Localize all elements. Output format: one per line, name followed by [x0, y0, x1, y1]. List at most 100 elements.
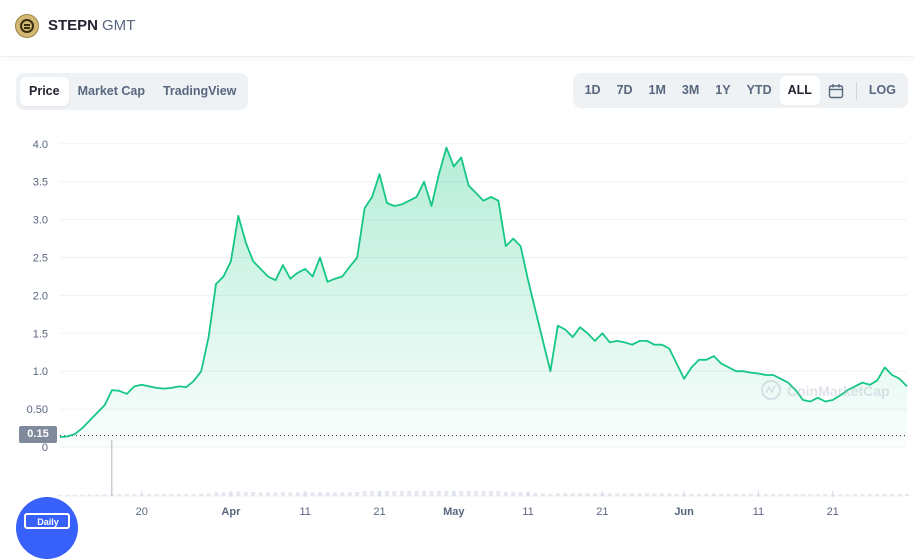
volume-bar: [459, 491, 464, 496]
volume-bar: [214, 492, 219, 496]
volume-bar: [726, 493, 731, 496]
volume-bar: [592, 493, 597, 496]
volume-bar: [325, 492, 330, 496]
volume-bar: [162, 494, 167, 496]
daily-label: Daily: [37, 517, 59, 527]
volume-bar: [674, 493, 679, 496]
y-tick-label: 1.5: [33, 328, 48, 340]
volume-bar: [429, 491, 434, 496]
volume-bar: [199, 493, 204, 496]
range-1y-button[interactable]: 1Y: [715, 83, 731, 97]
x-tick-label: May: [443, 506, 465, 518]
volume-bar: [414, 491, 419, 496]
x-tick-label: 11: [299, 506, 310, 518]
volume-bar: [169, 494, 174, 496]
volume-bar: [741, 493, 746, 496]
volume-bar: [563, 493, 568, 496]
volume-bar: [243, 491, 248, 496]
volume-bar: [347, 492, 352, 496]
range-all-button[interactable]: ALL: [779, 76, 820, 105]
volume-bar: [95, 494, 100, 496]
volume-bar: [637, 493, 642, 496]
volume-bar: [793, 494, 798, 496]
daily-interval-button[interactable]: Daily: [16, 497, 78, 559]
y-tick-label: 0.50: [27, 404, 48, 416]
y-tick-label: 2.0: [33, 290, 48, 302]
volume-bar: [786, 493, 791, 496]
volume-bar: [102, 494, 107, 496]
volume-bars: [58, 440, 909, 497]
volume-bar: [771, 493, 776, 496]
volume-bar: [236, 491, 241, 496]
volume-bar: [622, 493, 627, 496]
volume-bar: [332, 492, 337, 496]
tab-market-cap[interactable]: Market Cap: [77, 84, 145, 98]
volume-bar: [87, 494, 92, 496]
stepn-coin-icon: [15, 14, 39, 38]
volume-bar: [496, 491, 501, 496]
volume-bar: [488, 491, 493, 496]
volume-bar: [763, 493, 768, 496]
calendar-button[interactable]: [820, 76, 852, 105]
y-tick-label: 4.0: [33, 139, 48, 151]
volume-bar: [630, 493, 635, 496]
volume-bar: [860, 493, 865, 496]
range-1m-button[interactable]: 1M: [648, 83, 666, 97]
volume-bar: [540, 493, 545, 496]
volume-bar: [607, 493, 612, 496]
volume-bar: [206, 493, 211, 496]
volume-bar: [65, 494, 70, 496]
range-divider: [855, 81, 857, 100]
x-tick-label: 21: [827, 506, 839, 518]
volume-bar: [852, 494, 857, 496]
volume-bar: [124, 494, 129, 496]
range-1d-button[interactable]: 1D: [584, 83, 601, 97]
volume-bar: [734, 493, 739, 496]
volume-bar: [890, 493, 895, 496]
log-scale-button[interactable]: LOG: [868, 83, 896, 97]
volume-bar: [578, 493, 583, 496]
volume-bar: [808, 494, 813, 496]
range-ytd-button[interactable]: YTD: [746, 83, 772, 97]
x-tick-label: 21: [596, 506, 608, 518]
y-axis: 0 0.50 1.0 1.5 2.0 2.5 3.0 3.5 4.0: [27, 139, 48, 454]
volume-bar: [800, 494, 805, 496]
volume-bar: [555, 493, 560, 496]
range-7d-button[interactable]: 7D: [616, 83, 633, 97]
volume-bar: [905, 494, 909, 496]
range-3m-button[interactable]: 3M: [681, 83, 700, 97]
price-chart[interactable]: 0 0.50 1.0 1.5 2.0 2.5 3.0 3.5 4.0 20 Apr 11 21 May 1…: [0, 0, 915, 528]
volume-bar: [711, 493, 716, 496]
volume-bar: [570, 493, 575, 496]
volume-bar: [370, 491, 375, 496]
coin-name: STEPN: [48, 17, 99, 34]
volume-bar: [696, 493, 701, 496]
tab-price[interactable]: Price: [20, 77, 69, 106]
x-tick-label: Apr: [221, 506, 241, 518]
y-tick-label: 2.5: [33, 253, 48, 265]
volume-bar: [585, 493, 590, 496]
time-range-tabs: 1D 7D 1M 3M 1Y YTD ALL LOG: [572, 73, 908, 108]
x-tick-label: 11: [753, 506, 764, 518]
x-tick-label: Jun: [674, 506, 694, 518]
volume-bar: [667, 493, 672, 496]
volume-bar: [845, 494, 850, 496]
volume-bar: [503, 491, 508, 496]
volume-bar: [221, 492, 226, 496]
volume-bar: [184, 494, 189, 496]
volume-bar: [778, 493, 783, 496]
volume-bar: [436, 491, 441, 496]
volume-bar: [422, 491, 427, 496]
volume-bar: [444, 491, 449, 496]
volume-bar: [295, 492, 300, 496]
volume-bar: [407, 491, 412, 496]
x-tick-label: 20: [136, 506, 148, 518]
volume-bar: [147, 494, 152, 496]
x-tick-label: 21: [373, 506, 385, 518]
volume-bar: [867, 494, 872, 496]
volume-bar: [288, 492, 293, 496]
volume-bar: [897, 493, 902, 496]
tab-tradingview[interactable]: TradingView: [162, 84, 237, 98]
volume-bar: [362, 491, 367, 496]
volume-bar: [266, 492, 271, 496]
